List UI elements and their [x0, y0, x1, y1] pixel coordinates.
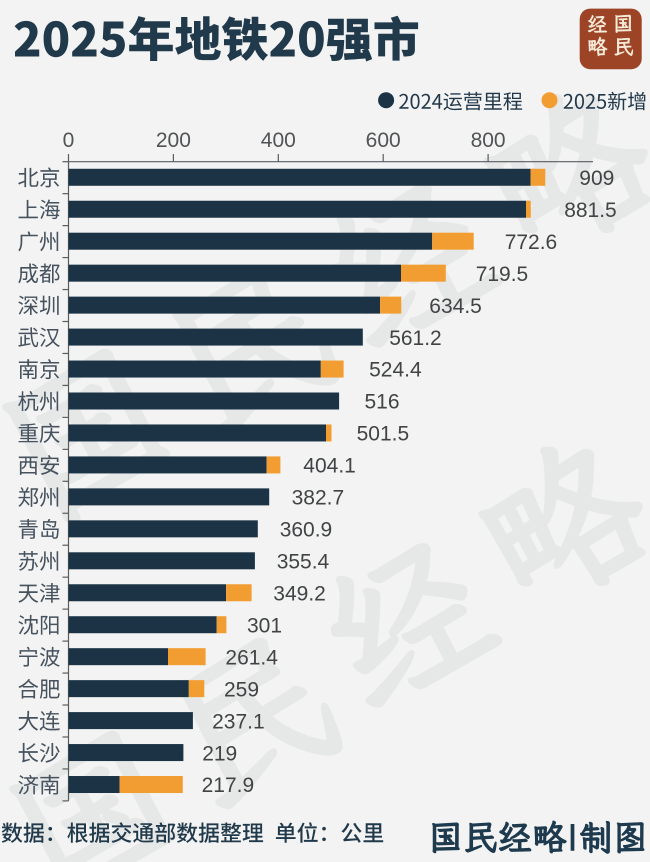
svg-text:259: 259 — [224, 678, 259, 701]
svg-text:0: 0 — [63, 129, 75, 152]
svg-text:237.1: 237.1 — [212, 710, 265, 733]
svg-text:561.2: 561.2 — [389, 327, 442, 350]
svg-text:881.5: 881.5 — [564, 199, 617, 222]
svg-text:719.5: 719.5 — [476, 263, 529, 286]
svg-text:772.6: 772.6 — [505, 231, 558, 254]
svg-text:524.4: 524.4 — [369, 359, 422, 382]
svg-text:200: 200 — [156, 129, 191, 152]
svg-text:219: 219 — [202, 742, 237, 765]
svg-text:909: 909 — [579, 167, 614, 190]
svg-text:404.1: 404.1 — [303, 455, 356, 478]
svg-text:400: 400 — [261, 129, 296, 152]
svg-text:355.4: 355.4 — [277, 551, 330, 574]
svg-text:600: 600 — [366, 129, 401, 152]
svg-text:634.5: 634.5 — [429, 295, 482, 318]
svg-text:800: 800 — [471, 129, 506, 152]
svg-text:501.5: 501.5 — [357, 423, 410, 446]
svg-text:360.9: 360.9 — [280, 519, 333, 542]
svg-text:516: 516 — [365, 391, 400, 414]
svg-text:301: 301 — [247, 614, 282, 637]
svg-text:382.7: 382.7 — [292, 487, 345, 510]
svg-text:217.9: 217.9 — [202, 774, 255, 797]
svg-text:349.2: 349.2 — [273, 582, 326, 605]
svg-text:261.4: 261.4 — [225, 646, 278, 669]
